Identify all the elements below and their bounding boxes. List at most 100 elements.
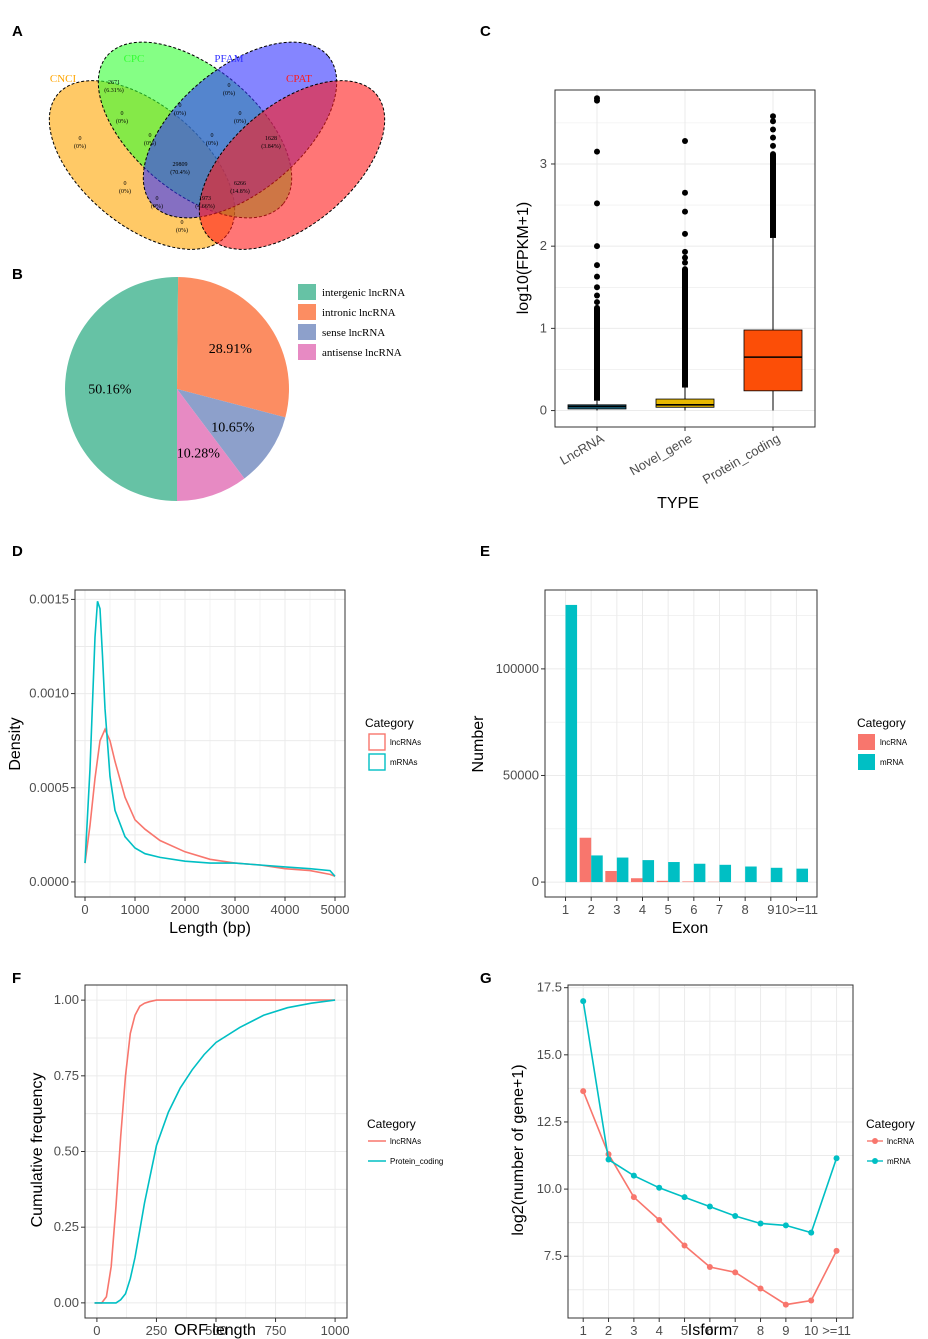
x-tick-label: 250	[146, 1323, 168, 1338]
plot-border	[544, 589, 818, 898]
density-plot-d: 0 1000 2000 3000 4000 5000 0.0000 0.0005 0.0010 0…	[7, 589, 421, 937]
series-line-lncrnas	[94, 999, 336, 1304]
series-line-protein_coding	[94, 999, 336, 1304]
y-tick-label: 15.0	[537, 1047, 562, 1062]
x-tick-label: 500	[205, 1323, 227, 1338]
venn-region: 2671(6.31%)	[104, 80, 124, 94]
outlier-point	[594, 292, 600, 299]
plot-background	[568, 985, 853, 1318]
box-lncrna	[567, 95, 627, 411]
x-tick-label: 5	[681, 1323, 688, 1338]
venn-region-percent: (0%)	[234, 118, 246, 125]
x-tick-label: 0	[93, 1323, 100, 1338]
outlier-point	[594, 273, 600, 280]
venn-region-percent: (0%)	[206, 140, 218, 147]
legend-label: antisense lncRNA	[322, 347, 402, 359]
series-lncrna	[580, 1088, 840, 1308]
venn-region: 0(0%)	[151, 196, 163, 210]
box-novel_gene	[655, 137, 715, 411]
venn-region-percent: (3.84%)	[261, 143, 281, 150]
venn-region-percent: (0%)	[116, 118, 128, 125]
outlier-cluster	[682, 269, 688, 388]
y-axis-title: log2(number of gene+1)	[510, 1064, 527, 1235]
x-tick-label: 7	[716, 902, 723, 917]
series-point	[732, 1269, 739, 1276]
x-tick-label: 9	[767, 902, 774, 917]
venn-region-count: 0	[179, 103, 182, 109]
pie-slice	[177, 389, 245, 501]
venn-region-percent: (0%)	[151, 203, 163, 210]
bar-mrna	[770, 867, 783, 883]
y-axis-title: Density	[7, 717, 24, 770]
outlier-point	[682, 259, 688, 266]
y-axis-title: Cumulative frequency	[29, 1073, 46, 1228]
outlier-point	[594, 243, 600, 250]
venn-region-count: 0	[211, 133, 214, 139]
outlier-point	[770, 142, 776, 149]
bar-lncrna	[656, 880, 669, 883]
x-axis-title: Length (bp)	[169, 920, 251, 937]
legend-key	[298, 284, 316, 300]
pie-slice-label: 10.65%	[211, 420, 255, 435]
plot-border	[567, 984, 854, 1319]
series-point	[681, 1242, 688, 1249]
legend-label: intronic lncRNA	[322, 307, 396, 319]
venn-region: 1628(3.84%)	[261, 136, 281, 150]
venn-region-count: 0	[121, 111, 124, 117]
y-tick-label: 3	[540, 156, 547, 171]
series-point	[706, 1263, 713, 1270]
outlier-point	[594, 148, 600, 155]
x-tick-label: 7	[732, 1323, 739, 1338]
venn-region-percent: (0%)	[119, 188, 131, 195]
x-tick-label: 5000	[321, 902, 350, 917]
outlier-point	[682, 248, 688, 255]
venn-region: 29809(70.4%)	[170, 162, 190, 176]
x-tick-label: 8	[742, 902, 749, 917]
bar-mrna	[693, 863, 706, 883]
venn-region: 0(0%)	[144, 133, 156, 147]
box-protein_coding	[743, 113, 803, 411]
series-point	[732, 1212, 739, 1219]
venn-region-count: 0	[239, 111, 242, 117]
venn-region-percent: (70.4%)	[170, 169, 190, 176]
series-line-lncrnas	[84, 727, 336, 878]
venn-set-cpat	[198, 80, 386, 250]
outlier-point	[770, 118, 776, 125]
panel-letter-b: B	[12, 266, 23, 283]
x-tick-label: 10>=11	[775, 902, 818, 917]
pie-chart-b: 50.16% 28.91% 10.65% 10.28% intergenic lncRN…	[65, 277, 405, 501]
venn-region-count: 0	[228, 83, 231, 89]
venn-region-percent: (6.31%)	[104, 87, 124, 94]
venn-region-count: 6266	[234, 181, 246, 187]
x-tick-label: 1000	[321, 1323, 350, 1338]
y-tick-label: 0.0010	[29, 686, 69, 701]
legend-label: Protein_coding	[390, 1157, 443, 1166]
venn-region: 1973(4.66%)	[195, 196, 215, 210]
x-tick-label: 1000	[121, 902, 150, 917]
pie-slice	[177, 277, 289, 418]
series-line-mrnas	[84, 601, 336, 877]
pie-slice-label: 28.91%	[209, 342, 253, 357]
y-tick-label: 1.00	[54, 992, 79, 1007]
venn-set-label: CPAT	[286, 73, 312, 85]
bar-mrna	[642, 860, 655, 883]
bar-mrna	[745, 866, 757, 883]
y-tick-label: 0.25	[54, 1219, 79, 1234]
legend-title: Category	[866, 1117, 915, 1131]
venn-region: 0(0%)	[174, 103, 186, 117]
y-axis-title: Number	[470, 715, 487, 773]
y-tick-label: 50000	[503, 767, 539, 782]
venn-region: 0(0%)	[223, 83, 235, 97]
x-tick-label: 750	[265, 1323, 287, 1338]
x-axis-title: Isform	[688, 1322, 732, 1339]
bar-mrna	[565, 604, 578, 883]
x-tick-label: 6	[690, 902, 697, 917]
outlier-cluster	[770, 154, 776, 238]
venn-region-count: 0	[181, 220, 184, 226]
venn-region-count: 0	[156, 196, 159, 202]
plot-border	[74, 589, 346, 898]
venn-region-percent: (14.8%)	[230, 188, 250, 195]
y-tick-label: 17.5	[537, 980, 562, 995]
